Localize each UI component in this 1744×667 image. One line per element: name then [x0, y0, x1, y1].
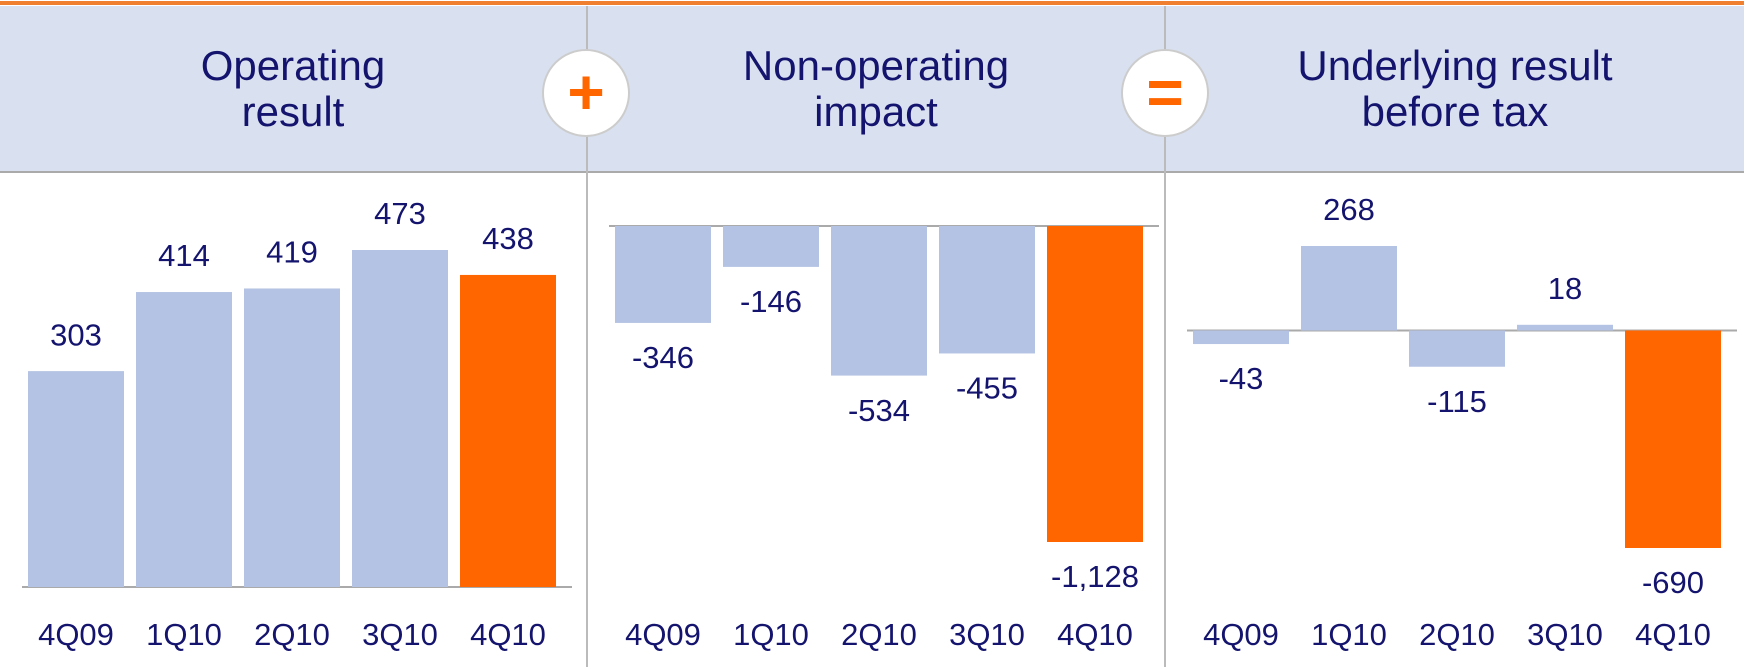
- x-tick-label: 4Q10: [470, 617, 546, 652]
- x-tick-label: 3Q10: [362, 617, 438, 652]
- x-tick-label: 4Q09: [38, 617, 114, 652]
- value-label: 473: [374, 196, 426, 231]
- value-label: 419: [266, 235, 318, 270]
- value-label: 414: [158, 238, 210, 273]
- bar: [1301, 246, 1397, 331]
- value-label: 268: [1323, 192, 1375, 227]
- x-tick-label: 1Q10: [1311, 617, 1387, 652]
- bar: [615, 226, 711, 323]
- x-tick-label: 1Q10: [733, 617, 809, 652]
- bar: [1193, 330, 1289, 345]
- value-label: -146: [740, 284, 802, 319]
- bar: [939, 226, 1035, 354]
- operator: =: [1146, 56, 1183, 128]
- bar: [460, 274, 556, 587]
- bar: [1409, 330, 1505, 367]
- value-label: 438: [482, 221, 534, 256]
- x-tick-label: 2Q10: [841, 617, 917, 652]
- x-tick-label: 2Q10: [254, 617, 330, 652]
- bar: [1625, 330, 1721, 548]
- panel-title: Operating result: [200, 42, 386, 135]
- value-label: 303: [50, 317, 102, 352]
- panel-header: Non-operating impact: [588, 6, 1164, 172]
- bar: [244, 288, 340, 587]
- operator-circle: [1121, 49, 1209, 137]
- bar: [28, 371, 124, 587]
- operator-circle: [542, 49, 630, 137]
- panel-header: Underlying result before tax: [1166, 6, 1744, 172]
- panel-title: Underlying result before tax: [1297, 42, 1613, 135]
- operator: +: [567, 56, 604, 128]
- bar: [1047, 226, 1143, 542]
- bar: [352, 250, 448, 587]
- value-label: -1,128: [1051, 559, 1139, 594]
- panel-header: Operating result: [0, 6, 586, 172]
- bar: [723, 226, 819, 267]
- value-label: -690: [1642, 565, 1704, 600]
- bar: [136, 292, 232, 587]
- value-label: -43: [1219, 361, 1264, 396]
- bar: [831, 226, 927, 376]
- value-label: -115: [1427, 384, 1487, 419]
- value-label: -455: [956, 371, 1018, 406]
- x-tick-label: 4Q09: [1203, 617, 1279, 652]
- value-label: 18: [1548, 271, 1582, 306]
- value-label: -534: [848, 393, 910, 428]
- x-tick-label: 3Q10: [1527, 617, 1603, 652]
- x-tick-label: 2Q10: [1419, 617, 1495, 652]
- x-tick-label: 4Q09: [625, 617, 701, 652]
- x-tick-label: 4Q10: [1635, 617, 1711, 652]
- value-label: -346: [632, 340, 694, 375]
- x-tick-label: 4Q10: [1057, 617, 1133, 652]
- x-tick-label: 3Q10: [949, 617, 1025, 652]
- x-tick-label: 1Q10: [146, 617, 222, 652]
- bar: [1517, 324, 1613, 331]
- panel-title: Non-operating impact: [742, 42, 1010, 135]
